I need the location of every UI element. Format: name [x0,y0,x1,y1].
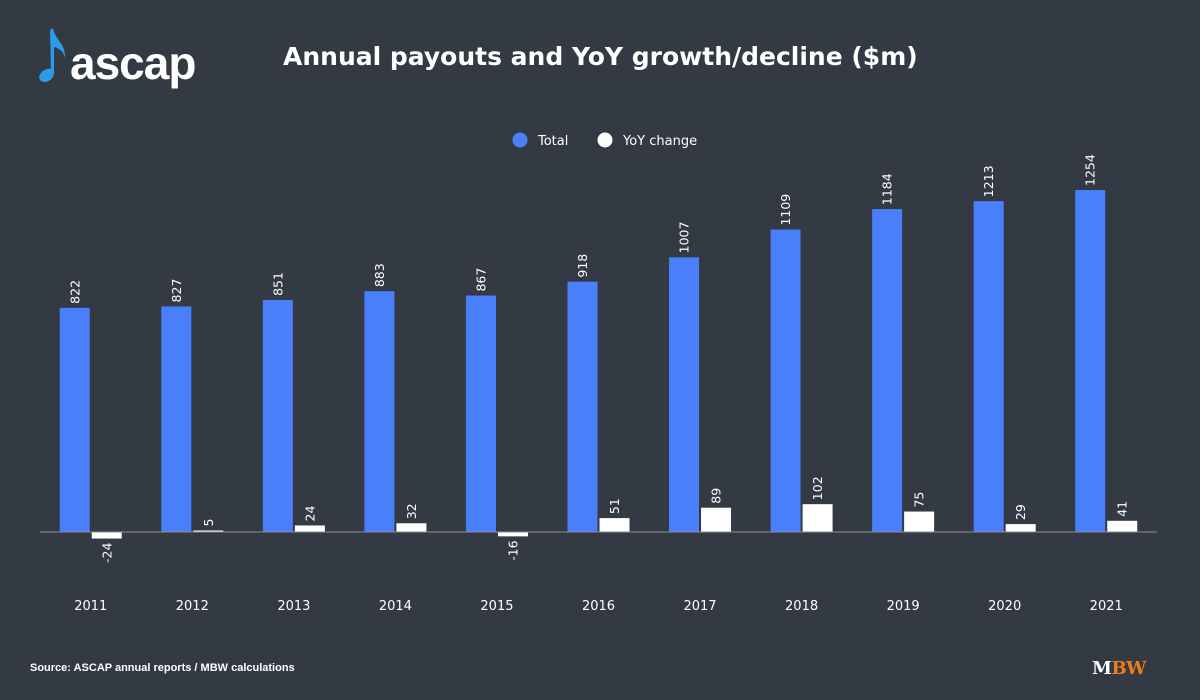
bar-total-2012 [161,306,192,532]
data-label-yoy-change-2017: 89 [709,488,724,504]
music-note-icon [39,28,66,82]
legend: Total YoY change [512,132,697,149]
ascap-logo: ascap [38,26,196,89]
bar-yoy-change-2017 [701,507,732,532]
x-tick-2014: 2014 [379,599,412,614]
brand-m: M [1092,658,1112,679]
bar-yoy-change-2015 [497,532,528,537]
x-tick-2020: 2020 [988,599,1021,614]
x-tick-2013: 2013 [277,599,310,614]
data-label-total-2016: 918 [575,254,590,278]
data-label-yoy-change-2014: 32 [404,503,419,519]
data-label-total-2012: 827 [169,279,184,303]
data-label-total-2013: 851 [270,272,285,296]
bar-total-2015 [465,295,496,532]
data-label-total-2019: 1184 [880,173,895,205]
x-axis-ticks: 2011 2012 2013 2014 2015 2016 2017 2018 2019 2020… [74,599,1123,614]
bar-yoy-change-2019 [904,511,935,532]
bars [59,190,1138,539]
bar-yoy-change-2016 [599,518,630,532]
legend-label-yoy-change: YoY change [622,134,697,149]
bar-yoy-change-2013 [294,525,325,532]
x-tick-2011: 2011 [74,599,107,614]
brand-bw: BW [1111,658,1146,679]
bar-total-2018 [770,229,801,532]
data-label-total-2017: 1007 [677,222,692,254]
bar-total-2017 [669,257,700,532]
legend-marker-yoy-change [597,132,613,148]
data-label-yoy-change-2020: 29 [1013,504,1028,520]
x-tick-2012: 2012 [176,599,209,614]
bar-total-2019 [872,209,903,532]
legend-marker-total [512,132,528,148]
bar-yoy-change-2018 [802,504,833,532]
bar-total-2014 [364,291,395,532]
data-label-total-2018: 1109 [778,194,793,226]
x-tick-2021: 2021 [1090,599,1123,614]
bar-yoy-change-2014 [396,523,427,532]
x-tick-2019: 2019 [887,599,920,614]
legend-label-total: Total [537,134,568,149]
bar-yoy-change-2021 [1107,520,1138,532]
data-label-total-2020: 1213 [981,165,996,197]
mbw-logo: MBW [1092,658,1146,679]
bar-total-2020 [973,201,1004,532]
bar-total-2016 [567,281,598,532]
data-label-yoy-change-2018: 102 [810,476,825,500]
data-label-total-2011: 822 [67,280,82,304]
data-label-total-2014: 883 [372,263,387,287]
logo-wordmark: ascap [70,37,196,89]
data-label-yoy-change-2016: 51 [607,498,622,514]
data-label-yoy-change-2019: 75 [912,492,927,508]
data-label-yoy-change-2015: -16 [505,540,520,560]
x-tick-2018: 2018 [785,599,818,614]
bar-total-2013 [262,299,293,532]
bar-yoy-change-2012 [193,530,224,532]
bar-yoy-change-2011 [91,532,122,539]
data-label-yoy-change-2011: -24 [99,543,114,563]
data-labels: 822 -24 827 5 851 24 883 32 867 -16 918 51 1007 89 110… [67,154,1129,563]
x-tick-2017: 2017 [683,599,716,614]
data-label-total-2021: 1254 [1083,154,1098,186]
data-label-yoy-change-2013: 24 [302,506,317,522]
bar-total-2021 [1075,190,1106,532]
bar-total-2011 [59,307,90,532]
x-tick-2015: 2015 [480,599,513,614]
data-label-total-2015: 867 [473,268,488,292]
bar-yoy-change-2020 [1005,524,1036,532]
data-label-yoy-change-2021: 41 [1115,501,1130,517]
source-note: Source: ASCAP annual reports / MBW calcu… [30,662,295,674]
data-label-yoy-change-2012: 5 [201,519,216,527]
x-tick-2016: 2016 [582,599,615,614]
chart-title: Annual payouts and YoY growth/decline ($… [283,42,918,71]
